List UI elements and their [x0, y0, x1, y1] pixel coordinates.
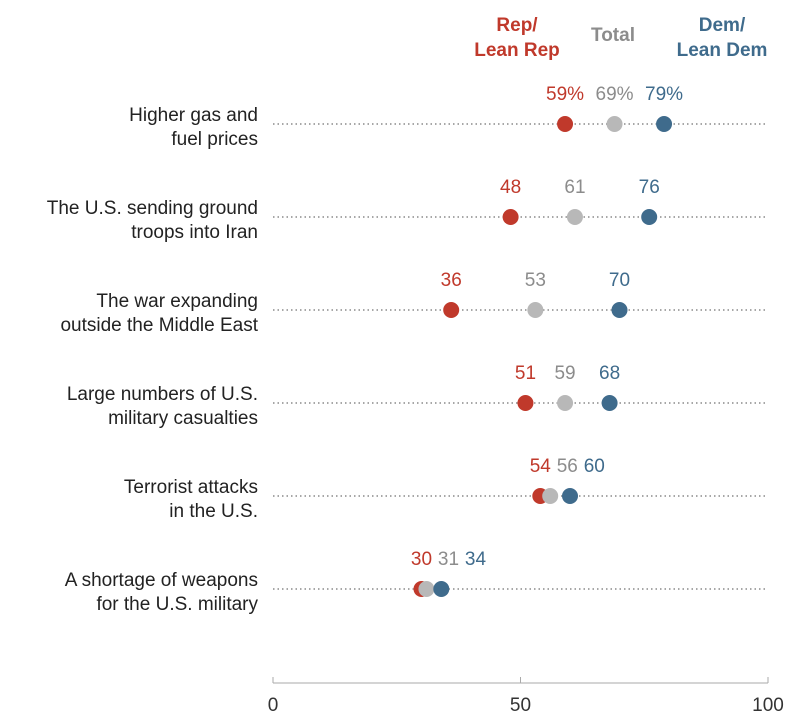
- value-label-rep: 48: [500, 177, 521, 198]
- chart-row: Terrorist attacks in the U.S. 54 56 60: [124, 456, 768, 522]
- dot-total: [606, 116, 623, 132]
- chart-row: Large numbers of U.S. military casualties…: [67, 363, 768, 429]
- dot-dem: [611, 302, 628, 318]
- dot-dem: [562, 488, 578, 504]
- value-label-total: 56: [557, 456, 578, 477]
- category-label: Large numbers of U.S. military casualties: [67, 384, 258, 429]
- x-tick-label: 100: [752, 695, 784, 716]
- value-label-dem: 34: [465, 549, 487, 570]
- chart-row: Higher gas and fuel prices 59% 69% 79%: [129, 84, 768, 150]
- x-tick-label: 50: [510, 695, 531, 716]
- dot-dem: [601, 395, 618, 411]
- value-label-dem: 76: [639, 177, 660, 198]
- category-label: The U.S. sending ground troops into Iran: [47, 198, 258, 243]
- value-label-rep: 54: [530, 456, 552, 477]
- chart-legend: Rep/Lean Rep Total Dem/Lean Dem: [474, 15, 767, 61]
- value-label-rep: 36: [441, 270, 462, 291]
- value-label-rep: 51: [515, 363, 536, 384]
- value-label-dem: 79%: [645, 84, 683, 105]
- x-axis: 0 50 100: [268, 677, 784, 716]
- value-label-rep: 30: [411, 549, 432, 570]
- dot-total: [566, 209, 583, 225]
- value-label-total: 53: [525, 270, 546, 291]
- dot-total: [527, 302, 544, 318]
- dot-total: [557, 395, 574, 411]
- value-label-dem: 68: [599, 363, 620, 384]
- dot-dem: [433, 581, 450, 597]
- chart-row: The U.S. sending ground troops into Iran 4…: [47, 177, 768, 243]
- legend-dem: Dem/Lean Dem: [677, 15, 768, 61]
- dot-dem: [656, 116, 673, 132]
- value-label-total: 69%: [596, 84, 634, 105]
- dot-total: [542, 488, 559, 504]
- x-tick-label: 0: [268, 695, 279, 716]
- value-label-total: 61: [564, 177, 585, 198]
- category-label: The war expanding outside the Middle East: [60, 291, 258, 336]
- value-label-dem: 60: [584, 456, 605, 477]
- value-label-dem: 70: [609, 270, 630, 291]
- dot-rep: [517, 395, 534, 411]
- dot-dem: [641, 209, 658, 225]
- category-label: Terrorist attacks in the U.S.: [124, 477, 258, 522]
- legend-rep: Rep/Lean Rep: [474, 15, 560, 61]
- value-label-total: 59: [554, 363, 575, 384]
- dot-total: [418, 581, 435, 597]
- category-label: Higher gas and fuel prices: [129, 105, 258, 150]
- chart-row: A shortage of weapons for the U.S. milita…: [65, 549, 768, 615]
- chart-rows: Higher gas and fuel prices 59% 69% 79% The U.…: [47, 84, 768, 615]
- chart-row: The war expanding outside the Middle East…: [60, 270, 768, 336]
- dot-rep: [502, 209, 519, 225]
- dot-rep: [557, 116, 574, 132]
- category-label: A shortage of weapons for the U.S. milita…: [65, 570, 259, 615]
- dot-rep: [443, 302, 460, 318]
- value-label-total: 31: [438, 549, 459, 570]
- value-label-rep: 59%: [546, 84, 584, 105]
- legend-total: Total: [591, 25, 635, 46]
